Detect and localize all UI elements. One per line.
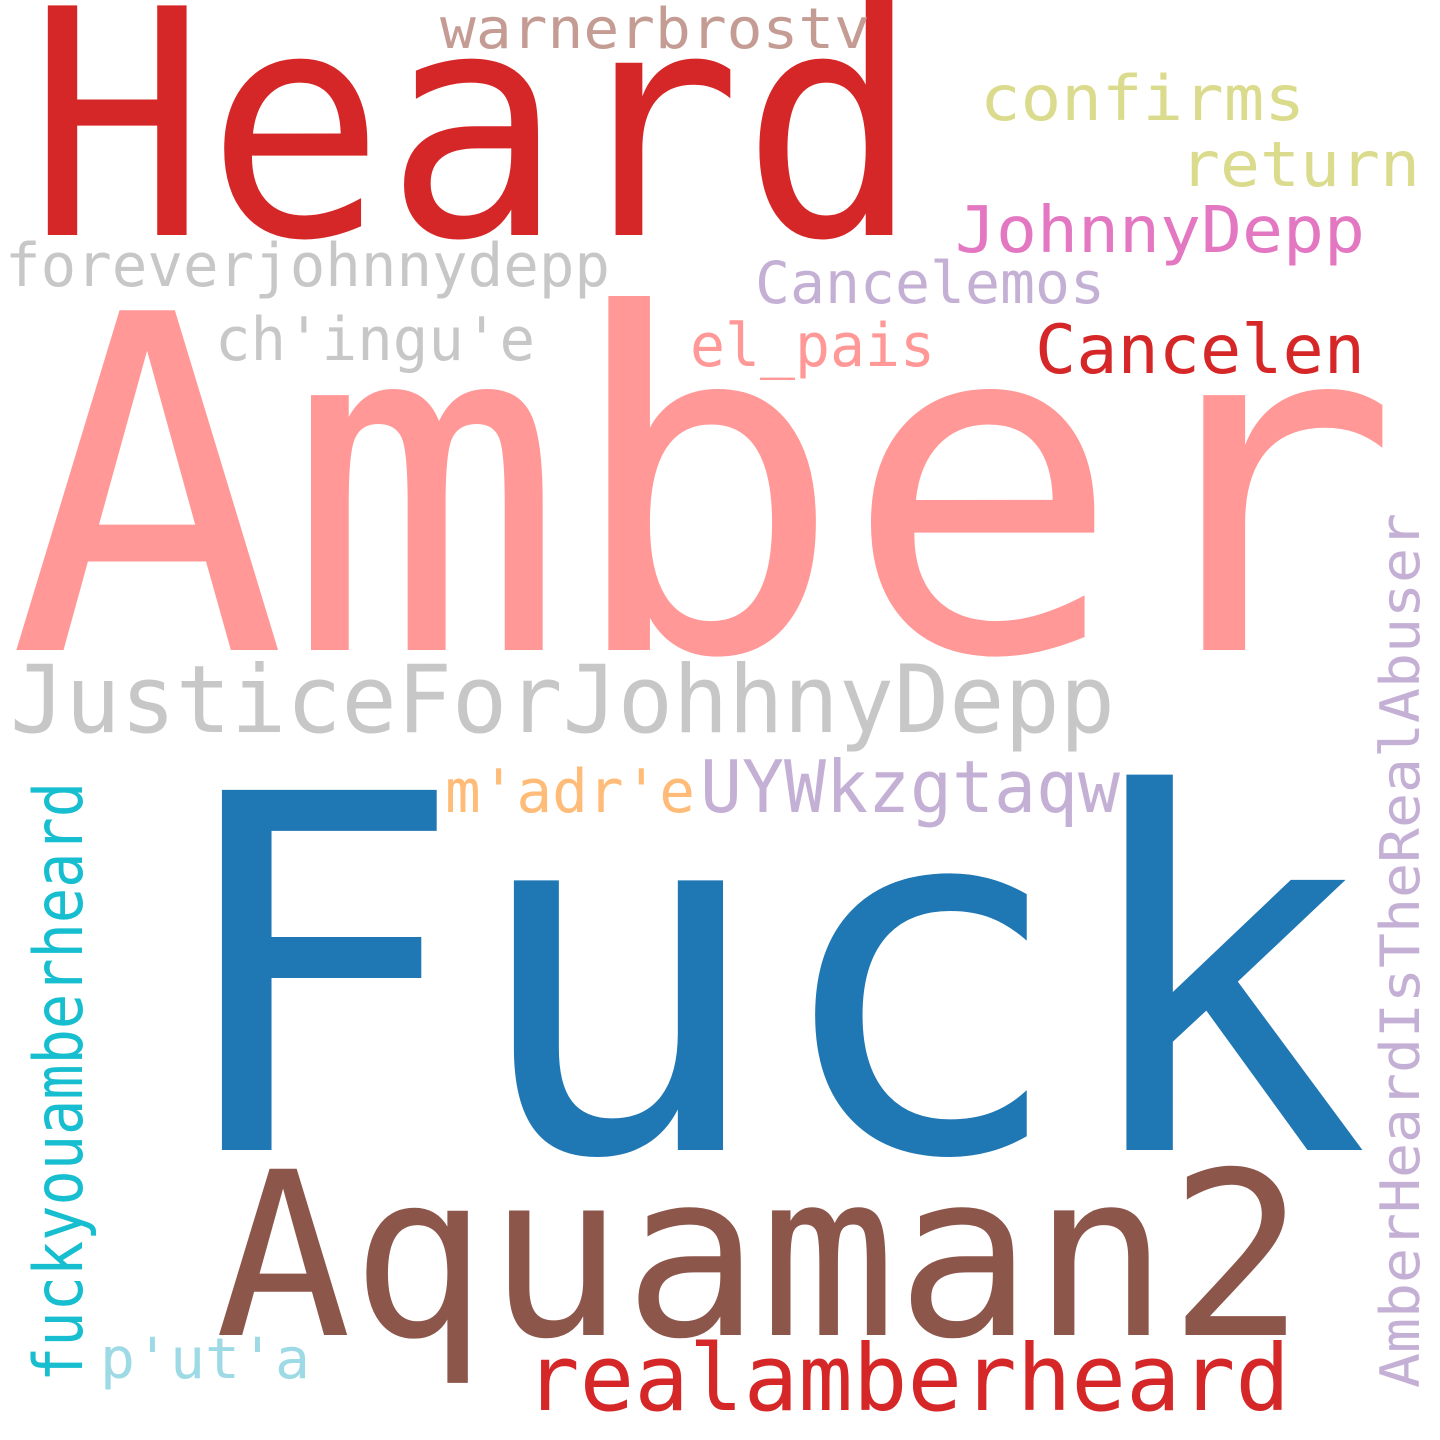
word: realamberheard xyxy=(525,1325,1290,1432)
word: el_pais xyxy=(690,311,935,381)
word: Aquaman2 xyxy=(215,1123,1305,1389)
word: UYWkzgtaqw xyxy=(700,745,1121,829)
word: JusticeForJohhnyDepp xyxy=(10,646,1115,755)
word: fuckyouamberheard xyxy=(20,782,99,1382)
word: AmberHeardIsTheRealAbuser xyxy=(1369,513,1432,1388)
word: return xyxy=(1180,128,1420,201)
word: JohnnyDepp xyxy=(955,194,1365,268)
word: confirms xyxy=(980,62,1305,135)
word: Amber xyxy=(8,217,1400,760)
word: m'adr'e xyxy=(445,757,695,827)
word: Heard xyxy=(28,0,920,310)
word: Cancelemos xyxy=(755,249,1105,317)
word: warnerbrostv xyxy=(440,0,870,62)
word: p'ut'a xyxy=(100,1327,310,1392)
word: foreverjohnnydepp xyxy=(5,231,610,301)
word: ch'ingu'e xyxy=(215,305,535,375)
word: Cancelen xyxy=(1035,311,1365,390)
word: Fuck xyxy=(165,691,1370,1267)
